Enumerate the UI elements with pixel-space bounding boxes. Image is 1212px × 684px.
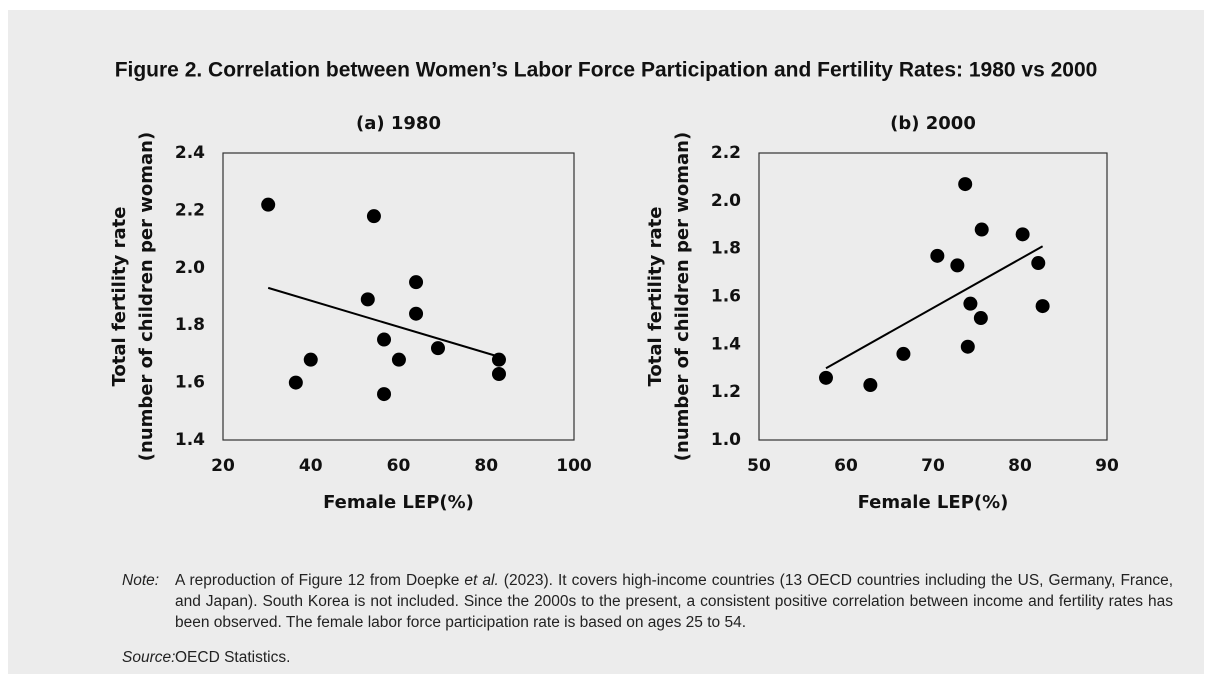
data-point xyxy=(303,352,318,367)
data-point xyxy=(958,177,973,192)
y-tick-label: 2.0 xyxy=(175,258,205,278)
note-text: A reproduction of Figure 12 from Doepke xyxy=(175,572,465,589)
y-axis-label: Total fertility rate xyxy=(109,207,130,387)
figure-panel xyxy=(8,10,1204,674)
y-axis-label: Total fertility rate xyxy=(645,207,666,387)
y-tick-label: 1.8 xyxy=(711,239,741,259)
data-point xyxy=(288,375,303,390)
chart-title: (b) 2000 xyxy=(890,113,976,134)
data-point xyxy=(366,209,381,224)
y-tick-label: 1.0 xyxy=(711,430,741,450)
data-point xyxy=(930,248,945,263)
data-point xyxy=(377,332,392,347)
note: Note: A reproduction of Figure 12 from Do… xyxy=(122,570,1173,633)
data-point xyxy=(491,366,506,381)
x-tick-label: 60 xyxy=(387,456,411,476)
x-axis-label: Female LEP(%) xyxy=(858,492,1009,513)
data-point xyxy=(430,341,445,356)
x-tick-label: 90 xyxy=(1095,456,1119,476)
data-point xyxy=(950,258,965,273)
y-tick-label: 1.4 xyxy=(175,430,205,450)
data-point xyxy=(960,339,975,354)
y-tick-label: 1.8 xyxy=(175,315,205,335)
y-tick-label: 2.2 xyxy=(175,200,205,220)
x-tick-label: 70 xyxy=(921,456,945,476)
x-tick-label: 60 xyxy=(834,456,858,476)
data-point xyxy=(261,197,276,212)
source: Source: OECD Statistics. xyxy=(122,647,291,668)
figure-title: Figure 2. Correlation between Women’s La… xyxy=(115,59,1098,82)
data-point xyxy=(1031,256,1046,271)
data-point xyxy=(973,311,988,326)
x-tick-label: 80 xyxy=(1008,456,1032,476)
note-text: (2023). It covers high-income countries … xyxy=(175,572,1173,631)
data-point xyxy=(1015,227,1030,242)
data-point xyxy=(1035,299,1050,314)
data-point xyxy=(963,296,978,311)
source-label: Source: xyxy=(122,649,176,666)
x-tick-label: 80 xyxy=(474,456,498,476)
x-tick-label: 40 xyxy=(299,456,323,476)
y-tick-label: 2.4 xyxy=(175,143,205,163)
trend-line xyxy=(825,245,1044,370)
x-tick-label: 20 xyxy=(211,456,235,476)
data-point xyxy=(491,352,506,367)
note-text: et al. xyxy=(464,572,499,589)
plot-frame xyxy=(758,152,1108,441)
y-axis-label: (number of children per woman) xyxy=(672,132,693,461)
data-point xyxy=(409,275,424,290)
y-tick-label: 1.6 xyxy=(175,373,205,393)
trend-line xyxy=(267,286,500,358)
source-text: OECD Statistics. xyxy=(175,649,291,666)
y-tick-label: 1.6 xyxy=(711,287,741,307)
data-point xyxy=(863,377,878,392)
data-point xyxy=(974,222,989,237)
chart-title: (a) 1980 xyxy=(356,113,441,134)
y-tick-label: 2.0 xyxy=(711,191,741,211)
note-label: Note: xyxy=(122,572,160,589)
data-point xyxy=(409,306,424,321)
data-point xyxy=(391,352,406,367)
data-point xyxy=(377,387,392,402)
plot-frame xyxy=(222,152,575,441)
data-point xyxy=(360,292,375,307)
y-tick-label: 1.4 xyxy=(711,334,741,354)
data-point xyxy=(818,370,833,385)
x-tick-label: 100 xyxy=(556,456,592,476)
y-tick-label: 2.2 xyxy=(711,143,741,163)
x-tick-label: 50 xyxy=(747,456,771,476)
y-axis-label: (number of children per woman) xyxy=(136,132,157,461)
data-point xyxy=(896,346,911,361)
x-axis-label: Female LEP(%) xyxy=(323,492,474,513)
y-tick-label: 1.2 xyxy=(711,382,741,402)
